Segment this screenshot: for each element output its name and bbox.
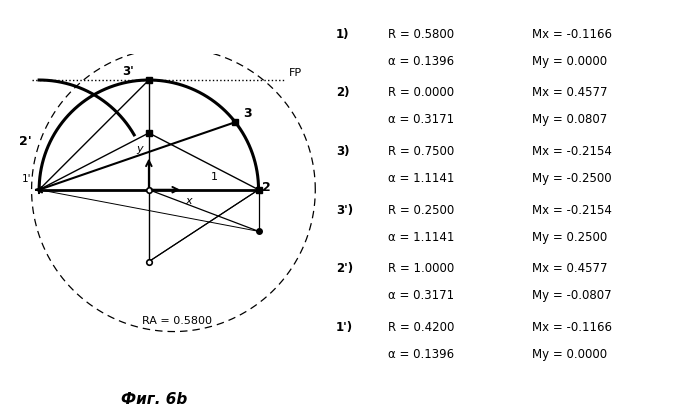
Text: My = 0.0807: My = 0.0807 [533,113,607,126]
Text: Mx = -0.1166: Mx = -0.1166 [533,28,612,41]
Text: 2': 2' [19,135,31,148]
Text: α = 1.1141: α = 1.1141 [388,231,454,244]
Text: FP: FP [289,68,302,78]
Text: α = 0.1396: α = 0.1396 [388,348,454,361]
Text: α = 1.1141: α = 1.1141 [388,172,454,185]
Text: My = 0.2500: My = 0.2500 [533,231,607,244]
Text: 3'): 3') [336,203,353,217]
Text: R = 0.5800: R = 0.5800 [388,28,454,41]
Text: 3): 3) [336,145,350,158]
Text: R = 0.0000: R = 0.0000 [388,86,454,99]
Text: R = 0.7500: R = 0.7500 [388,145,454,158]
Text: Mx = 0.4577: Mx = 0.4577 [533,262,608,275]
Text: Фиг. 6b: Фиг. 6b [121,392,187,407]
Text: 1: 1 [211,172,218,182]
Text: 1': 1' [22,174,31,184]
Text: 1'): 1') [336,321,353,334]
Text: My = 0.0000: My = 0.0000 [533,348,607,361]
Text: x: x [185,196,192,206]
Text: y: y [136,144,143,154]
Text: Mx = -0.2154: Mx = -0.2154 [533,145,612,158]
Text: My = 0.0000: My = 0.0000 [533,55,607,68]
Text: 3: 3 [243,107,252,120]
Text: 1): 1) [336,28,350,41]
Text: RA = 0.5800: RA = 0.5800 [142,316,212,326]
Text: My = -0.2500: My = -0.2500 [533,172,612,185]
Text: Mx = -0.1166: Mx = -0.1166 [533,321,612,334]
Text: R = 0.4200: R = 0.4200 [388,321,454,334]
Text: Mx = -0.2154: Mx = -0.2154 [533,203,612,217]
Text: 3': 3' [122,65,134,78]
Text: My = -0.0807: My = -0.0807 [533,289,612,302]
Text: Mx = 0.4577: Mx = 0.4577 [533,86,608,99]
Text: α = 0.3171: α = 0.3171 [388,113,454,126]
Text: 2): 2) [336,86,350,99]
Text: R = 1.0000: R = 1.0000 [388,262,454,275]
Text: α = 0.1396: α = 0.1396 [388,55,454,68]
Text: 2: 2 [262,181,271,194]
Text: R = 0.2500: R = 0.2500 [388,203,454,217]
Text: α = 0.3171: α = 0.3171 [388,289,454,302]
Text: 2'): 2') [336,262,353,275]
